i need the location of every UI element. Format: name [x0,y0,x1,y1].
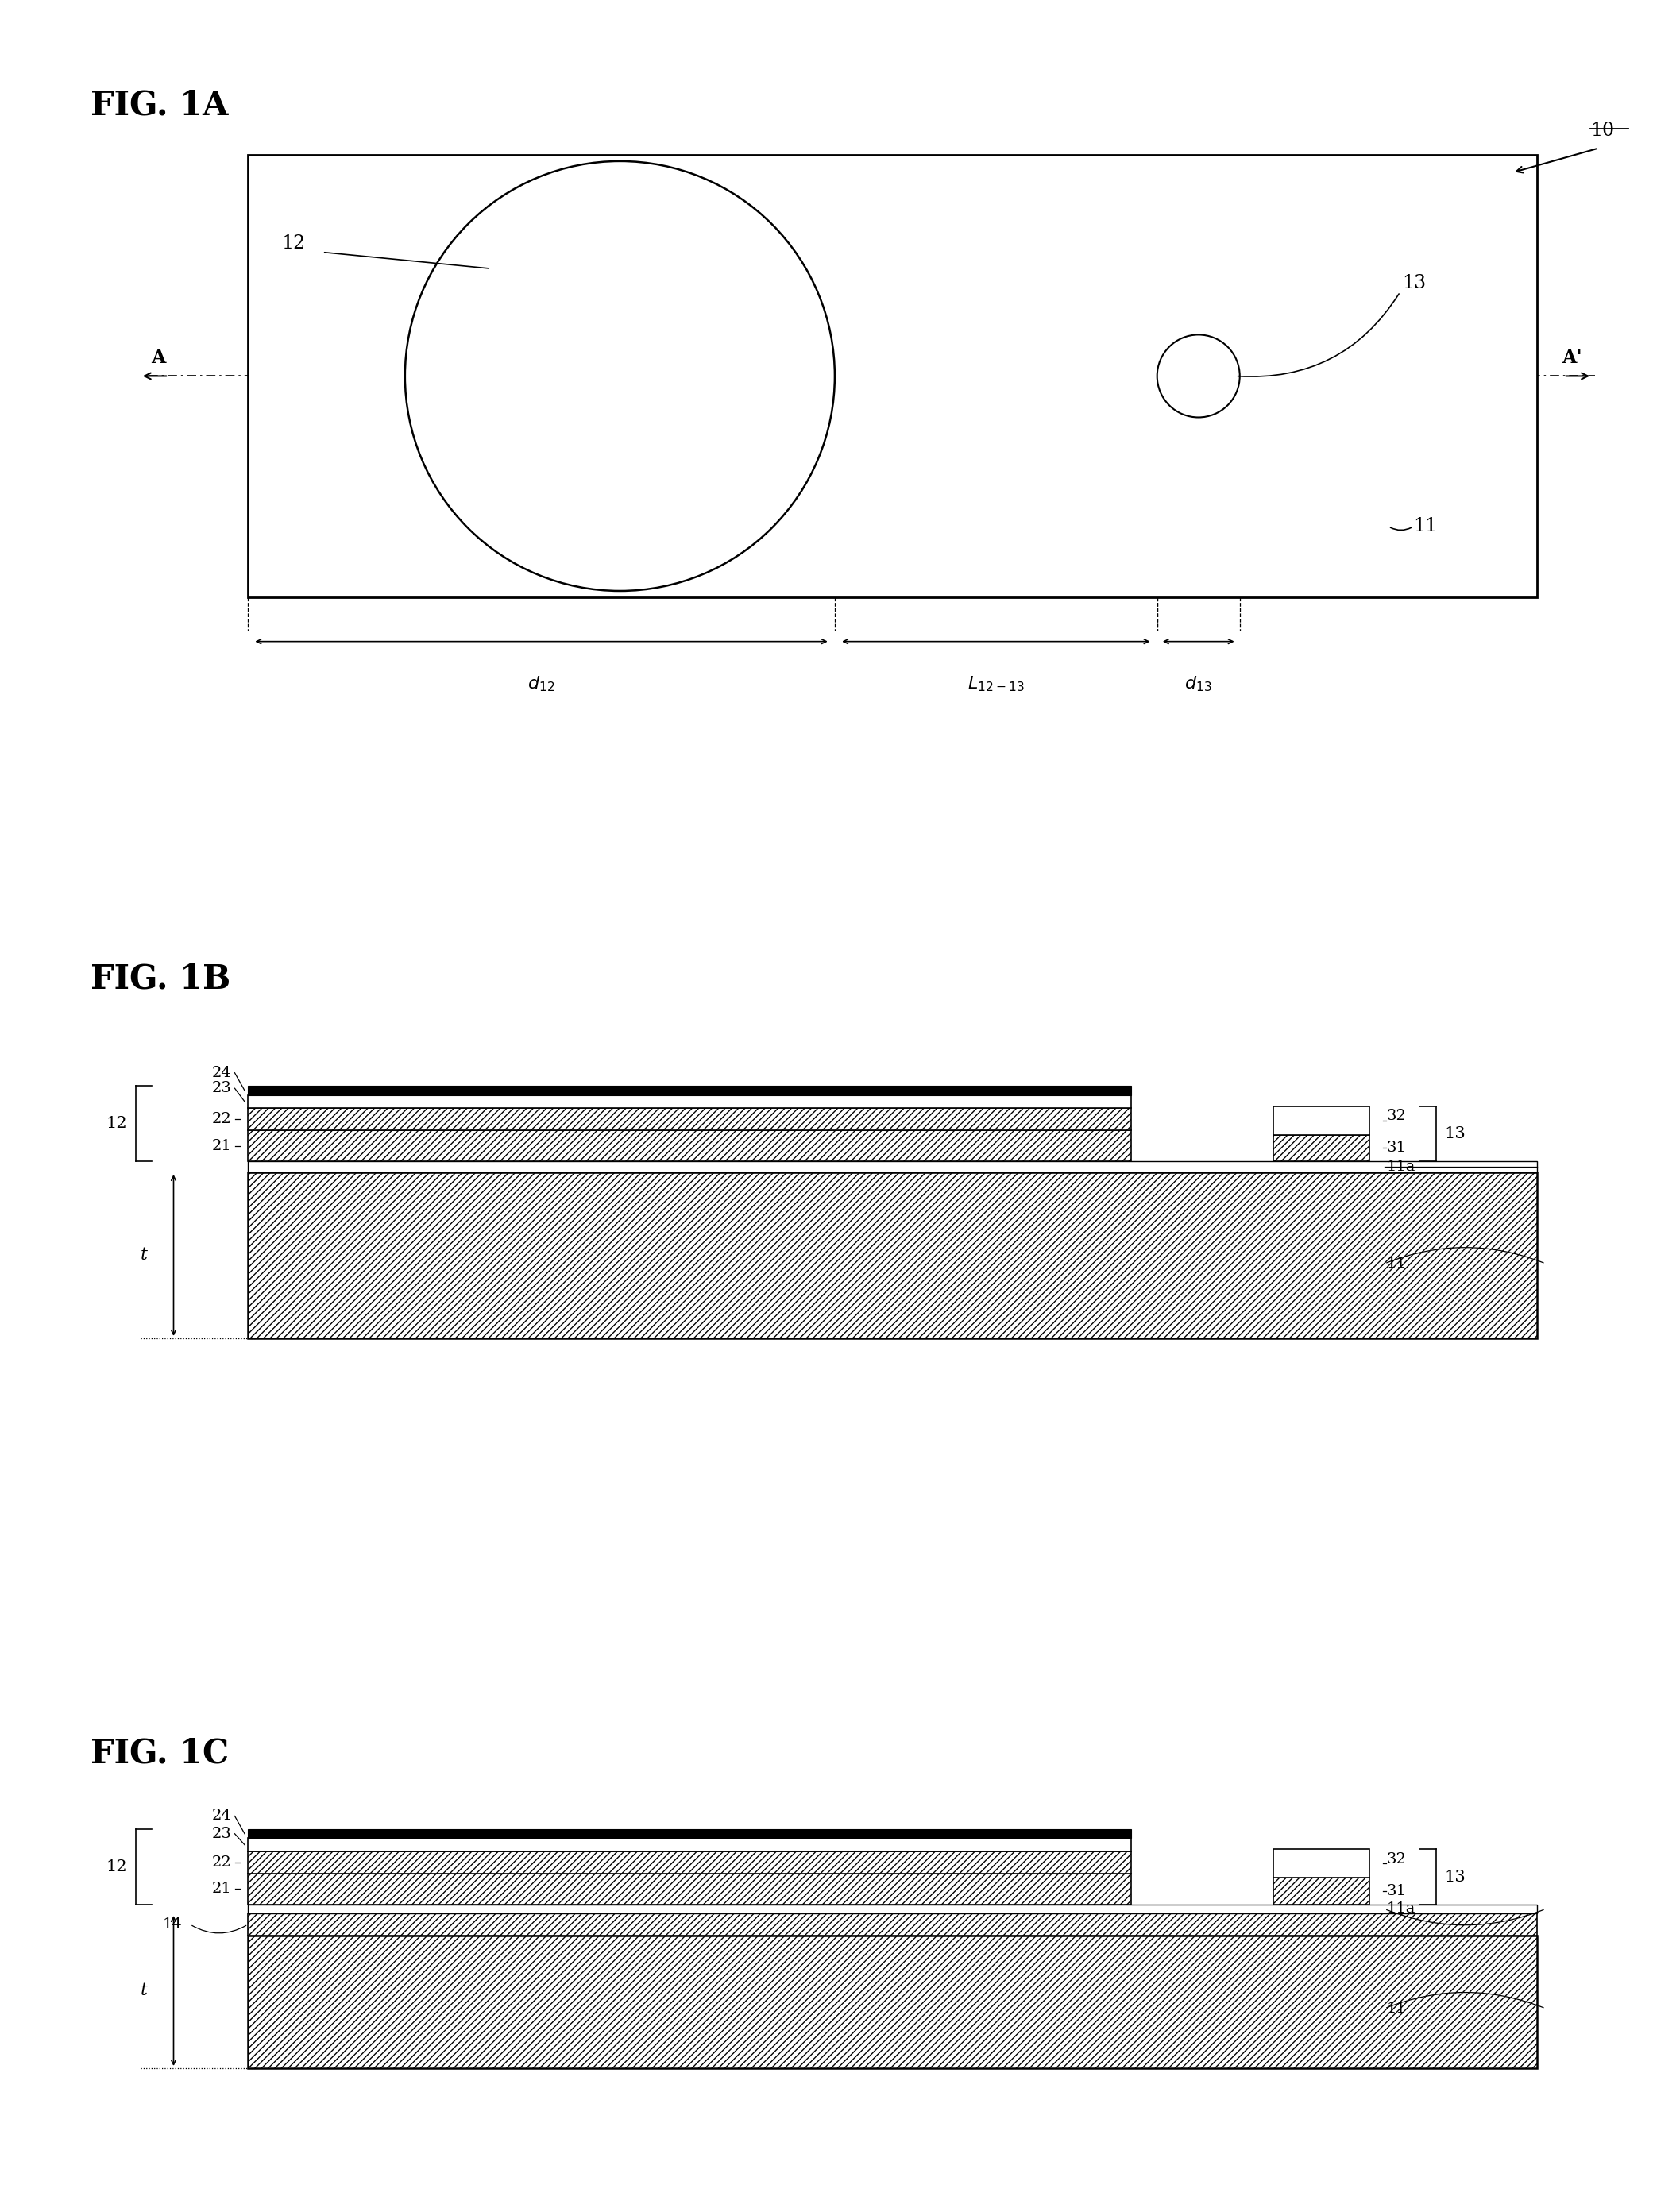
Text: 23: 23 [212,1827,231,1840]
Text: 21: 21 [212,1882,231,1896]
Text: 14: 14 [162,1918,182,1931]
Bar [1273,1135,1370,1161]
Text: 13: 13 [1445,1126,1465,1141]
Text: 13: 13 [1402,274,1425,292]
Bar [248,1086,1131,1095]
Bar [248,1095,1131,1108]
Bar [248,1913,1537,1936]
Text: 32: 32 [1387,1851,1407,1867]
Text: FIG. 1C: FIG. 1C [91,1736,230,1770]
Text: 11a: 11a [1387,1159,1415,1175]
Text: 12: 12 [106,1860,127,1874]
Bar [248,1130,1131,1161]
Text: 11: 11 [1387,2002,1405,2015]
Ellipse shape [405,161,835,591]
Text: $d_{12}$: $d_{12}$ [527,675,555,692]
Text: 31: 31 [1387,1885,1407,1898]
Bar [248,1161,1537,1172]
Text: 22: 22 [212,1113,231,1126]
Text: $d_{13}$: $d_{13}$ [1185,675,1212,692]
Text: A: A [150,347,165,367]
Ellipse shape [1157,334,1240,418]
Bar [248,155,1537,597]
Text: 13: 13 [1445,1869,1465,1885]
Text: t: t [141,1982,147,2000]
Text: 22: 22 [212,1856,231,1869]
Text: FIG. 1A: FIG. 1A [91,88,228,122]
Text: 24: 24 [212,1809,231,1823]
Text: 23: 23 [212,1082,231,1095]
Bar [248,1874,1131,1905]
Text: 12: 12 [281,234,306,252]
Bar [1273,1106,1370,1135]
Text: $L_{12-13}$: $L_{12-13}$ [967,675,1025,692]
Bar [248,1108,1131,1130]
Text: t: t [141,1248,147,1263]
Bar [1273,1849,1370,1878]
Text: 21: 21 [212,1139,231,1152]
Text: A': A' [1562,347,1582,367]
Text: 11a: 11a [1387,1902,1415,1916]
Bar [248,1936,1537,2068]
Bar [248,1851,1131,1874]
Text: 11: 11 [1413,518,1438,535]
Text: FIG. 1B: FIG. 1B [91,962,231,995]
Text: 24: 24 [212,1066,231,1079]
Text: 11: 11 [1387,1256,1405,1270]
Text: 32: 32 [1387,1108,1407,1124]
Bar [248,1838,1131,1851]
Bar [1273,1878,1370,1905]
Bar [248,1905,1537,1913]
Text: 10: 10 [1590,122,1613,139]
Text: 31: 31 [1387,1141,1407,1155]
Bar [248,1829,1131,1838]
Text: 12: 12 [106,1117,127,1130]
Bar [248,1172,1537,1338]
